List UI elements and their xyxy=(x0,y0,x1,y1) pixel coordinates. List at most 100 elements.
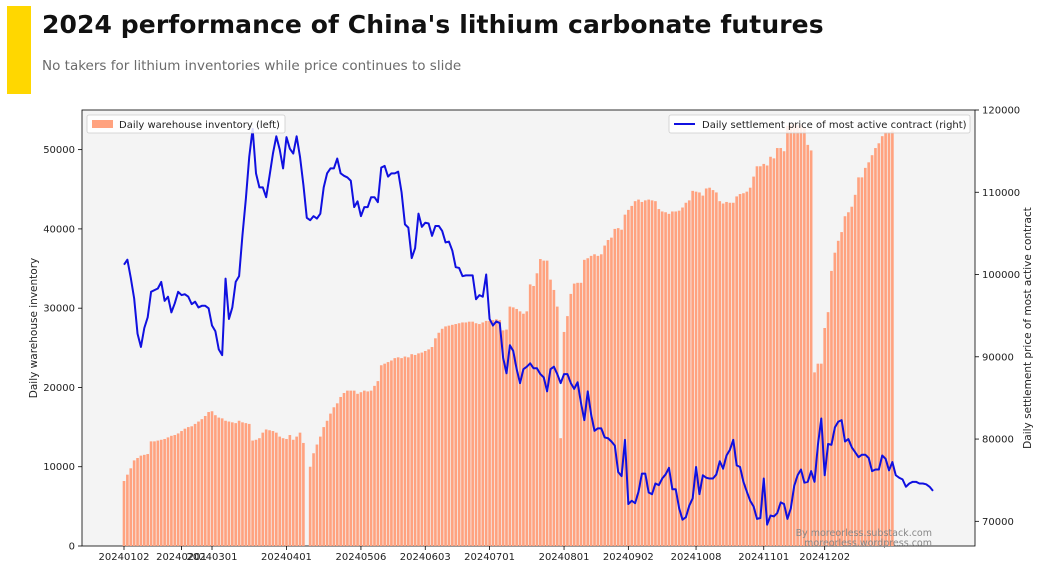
inventory-bar xyxy=(772,158,776,547)
inventory-bar xyxy=(488,320,491,546)
legend-bar-swatch xyxy=(92,120,113,128)
inventory-bar xyxy=(200,419,204,546)
inventory-bar xyxy=(522,313,525,546)
inventory-bar xyxy=(440,328,444,546)
inventory-bar xyxy=(806,144,810,546)
inventory-bar xyxy=(891,130,894,547)
inventory-bar xyxy=(643,200,647,546)
inventory-bar xyxy=(853,194,857,546)
right-tick-label: 120000 xyxy=(982,106,1020,117)
inventory-bar xyxy=(593,254,596,546)
inventory-bar xyxy=(755,166,759,546)
inventory-bar xyxy=(606,240,610,546)
inventory-bar xyxy=(664,212,667,546)
inventory-bar xyxy=(231,422,234,546)
inventory-bar xyxy=(244,423,248,546)
inventory-bar xyxy=(363,390,366,546)
inventory-bar xyxy=(180,431,183,546)
inventory-bar xyxy=(671,211,674,546)
inventory-bar xyxy=(451,324,454,546)
inventory-bar xyxy=(484,320,488,546)
inventory-bar xyxy=(775,148,779,547)
inventory-bar xyxy=(874,148,877,547)
inventory-bar xyxy=(789,124,793,547)
inventory-bar xyxy=(173,435,177,546)
inventory-bar xyxy=(599,254,603,546)
legend-price: Daily settlement price of most active co… xyxy=(668,114,971,134)
inventory-bar xyxy=(613,228,617,546)
inventory-bar xyxy=(562,331,566,546)
left-tick-label: 10000 xyxy=(43,462,75,473)
accent-bar xyxy=(7,6,31,94)
legend-inventory-label: Daily warehouse inventory (left) xyxy=(119,120,280,131)
inventory-bar xyxy=(505,329,508,546)
inventory-bar xyxy=(325,420,329,546)
inventory-bar xyxy=(819,363,823,546)
inventory-bar xyxy=(478,324,481,546)
inventory-bar xyxy=(667,213,671,546)
x-tick-label: 20240701 xyxy=(464,552,515,563)
inventory-bar xyxy=(884,132,887,546)
inventory-bar xyxy=(731,202,735,546)
inventory-bar xyxy=(434,338,437,546)
inventory-bar xyxy=(403,356,407,546)
inventory-bar xyxy=(742,193,745,547)
inventory-bar xyxy=(400,358,403,546)
left-axis-label: Daily warehouse inventory xyxy=(28,258,40,398)
price-line xyxy=(123,127,934,526)
right-tick-label: 70000 xyxy=(982,517,1014,528)
inventory-bar xyxy=(339,396,342,546)
inventory-bar xyxy=(366,391,370,546)
inventory-bar xyxy=(610,237,613,546)
inventory-bar xyxy=(833,252,837,546)
inventory-bar xyxy=(227,421,231,546)
inventory-bar xyxy=(383,363,386,546)
inventory-bar xyxy=(207,412,210,546)
inventory-bar xyxy=(295,436,298,546)
inventory-bar xyxy=(583,259,586,546)
inventory-bar xyxy=(390,360,393,546)
x-tick-label: 20240801 xyxy=(539,552,590,563)
inventory-bar xyxy=(474,323,478,546)
inventory-bar xyxy=(332,407,336,546)
inventory-bar xyxy=(532,285,535,546)
inventory-bar xyxy=(356,393,359,546)
x-tick-label: 20240603 xyxy=(400,552,451,563)
inventory-bar xyxy=(495,319,498,546)
inventory-bar xyxy=(407,357,410,546)
inventory-bar xyxy=(454,324,458,546)
inventory-bar xyxy=(136,458,139,546)
inventory-bar xyxy=(464,322,468,546)
inventory-bar xyxy=(122,481,126,546)
inventory-bar xyxy=(708,187,711,546)
inventory-bar xyxy=(461,322,464,546)
inventory-bar xyxy=(870,155,874,546)
inventory-bar xyxy=(423,350,427,546)
right-axis-label: Daily settlement price of most active co… xyxy=(1022,207,1034,449)
inventory-bar xyxy=(166,437,170,546)
inventory-bar xyxy=(312,453,315,546)
inventory-bar xyxy=(552,289,556,546)
inventory-bar xyxy=(650,200,654,546)
inventory-bar xyxy=(444,326,447,546)
inventory-bar xyxy=(759,166,762,546)
inventory-bar xyxy=(302,442,305,546)
inventory-bar xyxy=(176,433,180,546)
inventory-bar xyxy=(129,468,133,546)
inventory-bar xyxy=(691,190,694,547)
inventory-bar xyxy=(711,190,715,546)
inventory-bar xyxy=(654,201,657,546)
inventory-bar xyxy=(715,192,718,546)
inventory-bar xyxy=(258,438,261,546)
inventory-bar xyxy=(203,415,207,546)
inventory-bar xyxy=(830,270,833,546)
inventory-bar xyxy=(694,191,698,546)
inventory-bar xyxy=(335,403,339,546)
inventory-bar xyxy=(701,195,705,547)
inventory-bar xyxy=(491,320,495,546)
inventory-bar xyxy=(792,123,796,546)
inventory-bar xyxy=(413,354,417,546)
inventory-bar xyxy=(725,201,728,546)
inventory-bar xyxy=(359,392,363,546)
inventory-bar xyxy=(329,413,332,546)
